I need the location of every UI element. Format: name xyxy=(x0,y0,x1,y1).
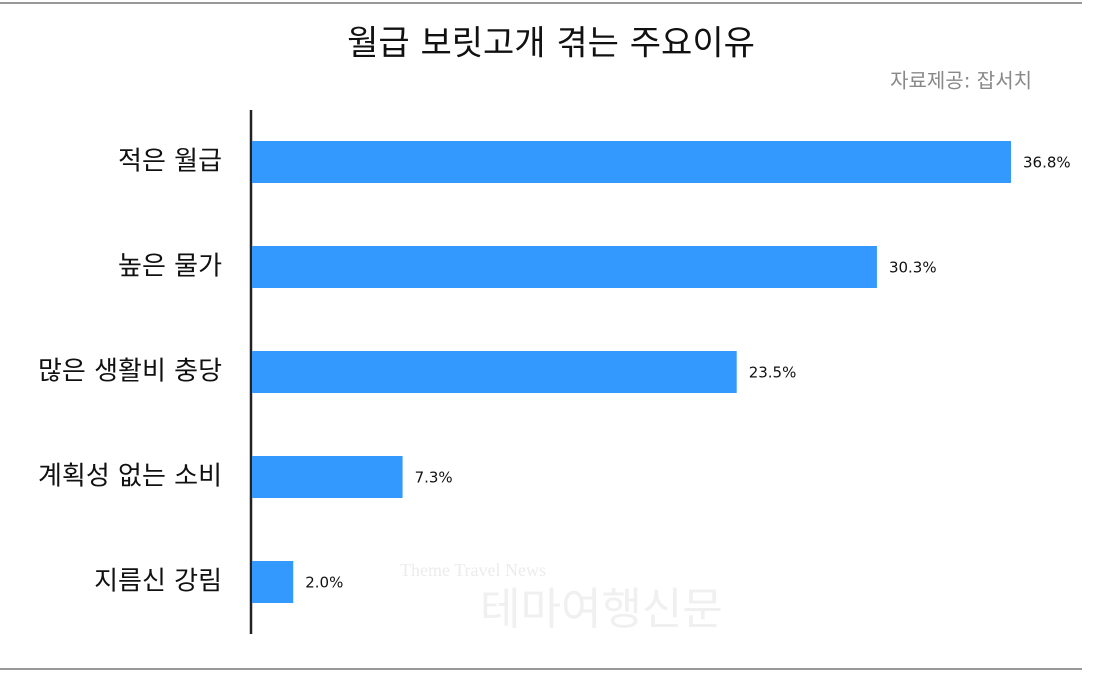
chart-title: 월급 보릿고개 겪는 주요이유 xyxy=(347,24,755,64)
bar xyxy=(252,351,737,393)
category-label: 적은 월급 xyxy=(118,147,222,177)
value-label: 36.8% xyxy=(1023,154,1071,172)
bar xyxy=(252,561,294,603)
bar xyxy=(252,141,1011,183)
value-label: 7.3% xyxy=(415,469,453,487)
bar xyxy=(252,246,877,288)
value-label: 2.0% xyxy=(305,574,343,592)
watermark-en: Theme Travel News xyxy=(400,560,546,580)
value-label: 23.5% xyxy=(749,364,797,382)
category-label: 많은 생활비 충당 xyxy=(38,357,222,387)
bar xyxy=(252,456,403,498)
category-label: 지름신 강림 xyxy=(94,567,222,597)
category-label: 계획성 없는 소비 xyxy=(38,462,222,492)
category-label: 높은 물가 xyxy=(118,252,222,282)
watermark-ko: 테마여행신문 xyxy=(480,584,723,635)
source: 자료제공: 잡서치 xyxy=(890,69,1032,93)
value-label: 30.3% xyxy=(889,259,937,277)
